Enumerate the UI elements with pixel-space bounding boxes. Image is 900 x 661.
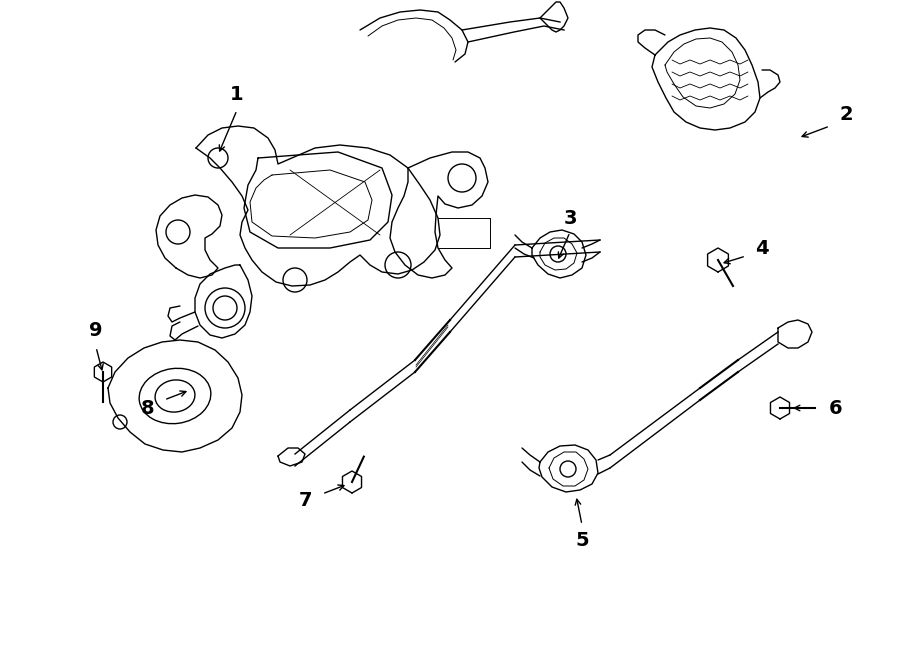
Text: 8: 8 [141,399,155,418]
Text: 2: 2 [839,106,853,124]
Text: 3: 3 [563,208,577,227]
Text: 1: 1 [230,85,244,104]
Text: 7: 7 [299,490,313,510]
Text: 5: 5 [575,531,589,549]
Text: 6: 6 [829,399,842,418]
Text: 4: 4 [755,239,769,258]
Text: 9: 9 [89,321,103,340]
